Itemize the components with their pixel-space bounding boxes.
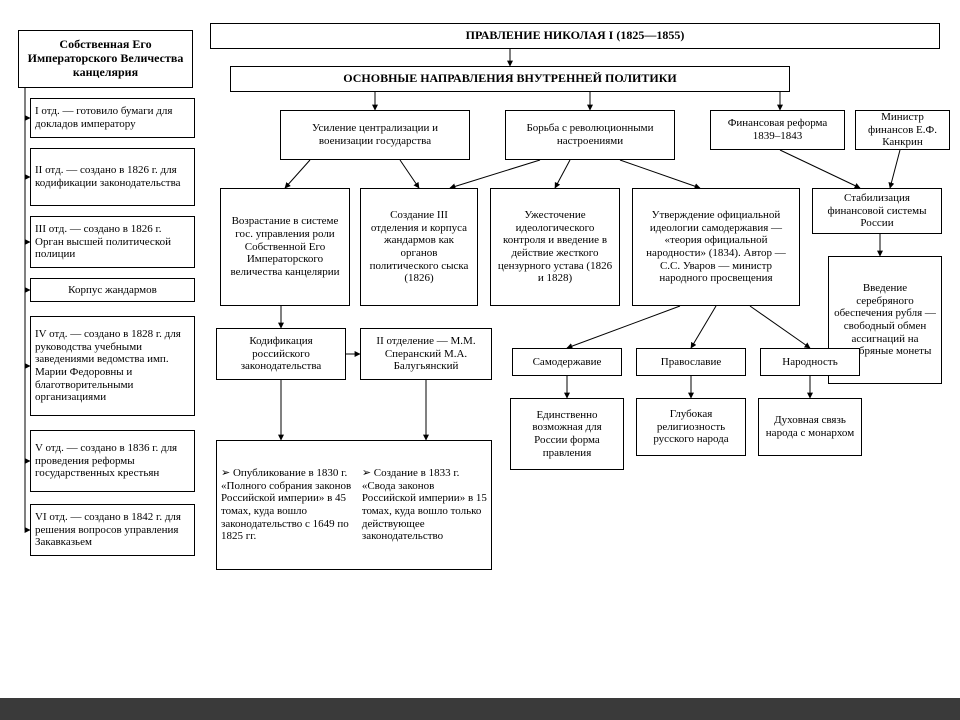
edge-utverzh-narod [750,306,810,348]
node-otdel2: II отделение — М.М. Сперанский М.А. Балу… [360,328,492,380]
node-central: Усиление централизации и военизации госу… [280,110,470,160]
node-kodif: Кодификация российского законодательства [216,328,346,380]
node-gend: Корпус жандармов [30,278,195,302]
node-borba: Борьба с революционными настроениями [505,110,675,160]
node-title: ПРАВЛЕНИЕ НИКОЛАЯ I (1825—1855) [210,23,940,49]
edge-utverzh-samod [567,306,680,348]
node-chancery: Собственная Его Императорского Величеств… [18,30,193,88]
node-glub: Глубокая религиозность русского народа [636,398,746,456]
node-opub: ➢ Опубликование в 1830 г. «Полного собра… [216,440,492,570]
node-edin: Единственно возможная для России форма п… [510,398,624,470]
node-prav: Православие [636,348,746,376]
node-sozd3: Создание III отделения и корпуса жандарм… [360,188,478,306]
edge-finreform-stabil [780,150,860,188]
edge-borba-sozd3 [450,160,540,188]
edge-utverzh-prav [691,306,716,348]
node-d5: V отд. — создано в 1836 г. для проведени… [30,430,195,492]
footer-bar [0,698,960,720]
node-kankrin: Министр финансов Е.Ф. Канкрин [855,110,950,150]
node-utverzh: Утверждение официальной идеологии самоде… [632,188,800,306]
node-stabil: Стабилизация финансовой системы России [812,188,942,234]
node-dukh: Духовная связь народа с монархом [758,398,862,456]
node-narod: Народность [760,348,860,376]
node-d6: VI отд. — создано в 1842 г. для решения … [30,504,195,556]
node-d2: II отд. — создано в 1826 г. для кодифика… [30,148,195,206]
node-vozrast: Возрастание в системе гос. управления ро… [220,188,350,306]
edge-central-vozrast [285,160,310,188]
edge-borba-utverzh [620,160,700,188]
node-d4: IV отд. — создано в 1828 г. для руководс… [30,316,195,416]
diagram-canvas: ПРАВЛЕНИЕ НИКОЛАЯ I (1825—1855) ОСНОВНЫЕ … [0,0,960,720]
edge-central-sozd3 [400,160,419,188]
node-finreform: Финансовая реформа 1839–1843 [710,110,845,150]
node-d1: I отд. — готовило бумаги для докладов им… [30,98,195,138]
node-samod: Самодержавие [512,348,622,376]
node-subtitle: ОСНОВНЫЕ НАПРАВЛЕНИЯ ВНУТРЕННЕЙ ПОЛИТИКИ [230,66,790,92]
edge-kankrin-stabil [890,150,900,188]
node-uzhest: Ужесточение идеологического контроля и в… [490,188,620,306]
node-d3: III отд. — создано в 1826 г. Орган высше… [30,216,195,268]
edge-borba-uzhest [555,160,570,188]
